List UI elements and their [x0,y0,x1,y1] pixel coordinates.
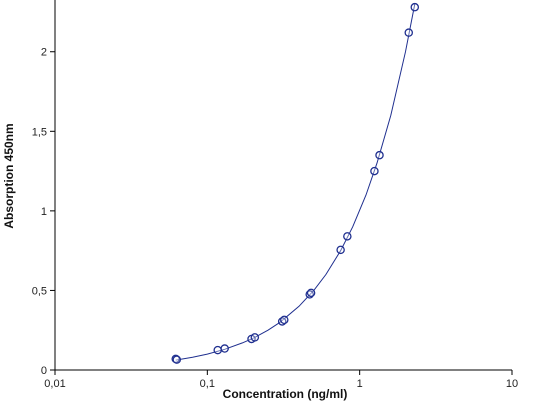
y-tick-label: 0 [41,365,47,377]
data-point [213,345,222,355]
data-point [343,232,352,241]
x-ticks: 0,01 0,1 1 10 [44,370,518,390]
x-tick-label: 10 [506,378,518,390]
data-point [250,333,260,342]
y-tick-label: 0,5 [32,285,47,297]
data-point [306,288,316,298]
y-tick-label: 1 [41,206,47,218]
y-tick-label: 1,5 [32,126,47,138]
y-ticks: 0 0,5 1 1,5 2 [32,47,55,377]
axes [54,0,512,371]
data-point [370,166,379,176]
y-axis-title: Absorption 450nm [2,123,16,228]
data-point [336,245,345,255]
data-point [280,315,289,325]
x-tick-label: 0,01 [44,378,65,390]
data-point [172,355,182,364]
data-point [410,2,420,12]
fit-curve [175,3,416,361]
data-points [171,2,420,364]
x-axis-title: Concentration (ng/ml) [223,387,348,401]
x-tick-label: 0,1 [200,378,215,390]
data-point [404,28,414,37]
data-point [220,344,229,353]
x-tick-label: 1 [357,378,363,390]
data-point [375,150,384,160]
y-tick-label: 2 [41,47,47,59]
